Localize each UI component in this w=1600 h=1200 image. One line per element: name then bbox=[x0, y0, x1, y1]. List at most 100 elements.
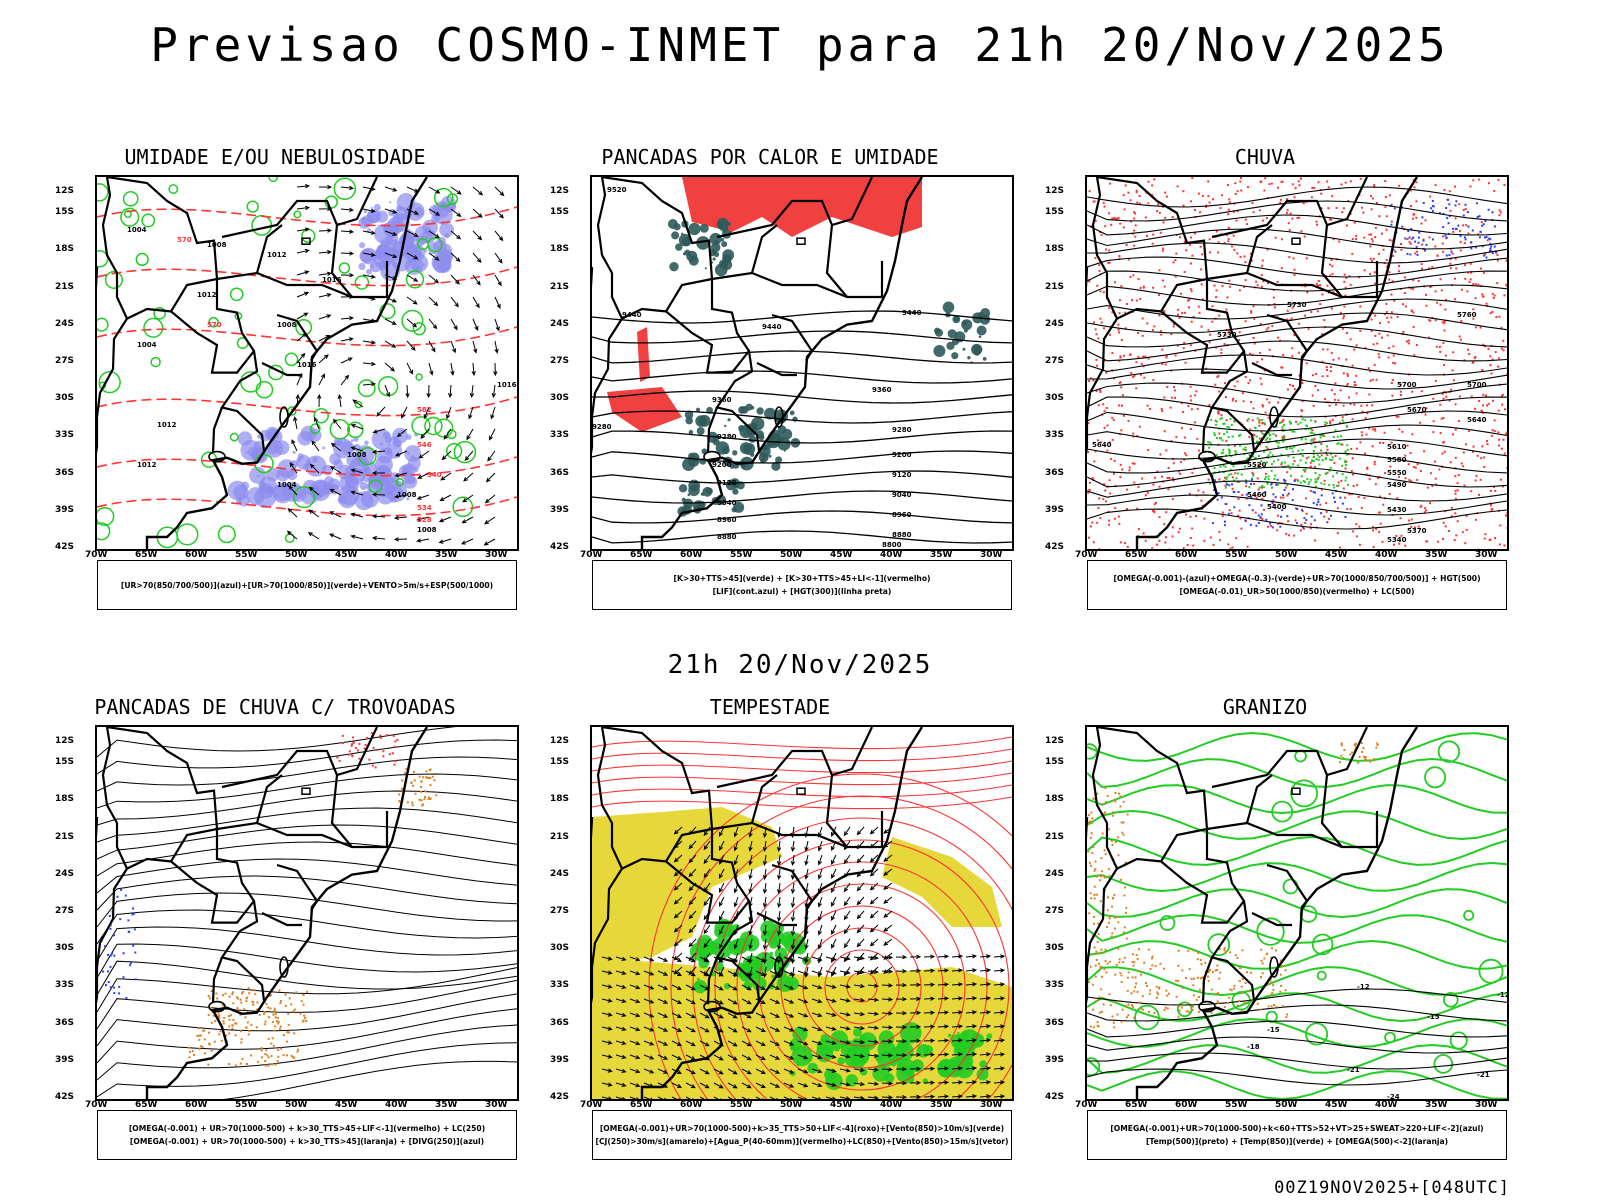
lon-tick-label: 35W bbox=[435, 550, 458, 560]
border-line bbox=[1087, 318, 1118, 454]
border-line bbox=[1251, 912, 1292, 927]
lon-tick-label: 50W bbox=[1275, 1100, 1298, 1110]
hgt500-label: 5700 bbox=[1467, 381, 1487, 389]
hgt500-label: 5340 bbox=[1387, 536, 1407, 544]
df-box bbox=[301, 237, 311, 245]
hgt-label: 8800 bbox=[882, 541, 902, 549]
thickness-label: 570 bbox=[177, 236, 192, 244]
isobar-label: 1012 bbox=[157, 421, 177, 429]
lat-tick-label: 36S bbox=[550, 1017, 570, 1028]
lon-tick-label: 65W bbox=[630, 1100, 653, 1110]
hgt-label: 9200 bbox=[712, 461, 732, 469]
lon-tick-label: 70W bbox=[85, 1100, 108, 1110]
lat-tick-label: 36S bbox=[1045, 467, 1065, 478]
hgt-label: 8880 bbox=[717, 533, 737, 541]
lat-tick-label: 21S bbox=[550, 281, 570, 292]
lat-tick-label: 18S bbox=[1045, 244, 1065, 255]
lon-tick-label: 40W bbox=[385, 550, 408, 560]
map-umidade: 1004 1008 1012 1016 1008 1012 1004 1016 1012 1008… bbox=[95, 175, 519, 551]
lake-patos bbox=[279, 956, 289, 978]
map-svg: 5730 5760 5730 5700 5700 5670 5640 5640 5610 5580… bbox=[1087, 177, 1507, 549]
border-line bbox=[1096, 177, 1256, 451]
rain-blue-dots bbox=[1211, 478, 1347, 529]
map-svg: 1004 1008 1012 1016 1008 1012 1004 1016 1012 1008… bbox=[97, 177, 517, 549]
lon-tick-label: 55W bbox=[235, 1100, 258, 1110]
hgt500-label: 5370 bbox=[1407, 527, 1427, 535]
border-line bbox=[330, 774, 353, 848]
lat-tick-label: 15S bbox=[550, 207, 570, 218]
lon-tick-label: 40W bbox=[385, 1100, 408, 1110]
lon-tick-label: 30W bbox=[980, 1100, 1003, 1110]
lon-tick-label: 35W bbox=[1425, 550, 1448, 560]
border-line bbox=[592, 868, 623, 1004]
lat-tick-label: 27S bbox=[550, 356, 570, 366]
lat-tick-label: 21S bbox=[1045, 831, 1065, 842]
lon-tick-label: 35W bbox=[930, 550, 953, 560]
hgt-label: 9440 bbox=[902, 309, 922, 317]
border-line bbox=[706, 407, 719, 454]
temp500-label: -12 bbox=[1357, 983, 1370, 991]
df-box bbox=[796, 787, 806, 795]
lat-tick-label: 15S bbox=[550, 757, 570, 768]
lon-tick-label: 55W bbox=[1225, 1100, 1248, 1110]
isobar-label: 1008 bbox=[347, 451, 367, 459]
lat-tick-label: 18S bbox=[1045, 794, 1065, 805]
lon-tick-label: 60W bbox=[1175, 550, 1198, 560]
hgt-label: 9280 bbox=[892, 426, 912, 434]
lat-tick-label: 33S bbox=[550, 430, 570, 441]
coastline-east bbox=[145, 727, 429, 1099]
lat-tick-label: 15S bbox=[1045, 207, 1065, 218]
coastline-east bbox=[1135, 727, 1419, 1099]
isobar-label: 1008 bbox=[397, 491, 417, 499]
coastline-east bbox=[145, 177, 429, 549]
border-line bbox=[1201, 407, 1214, 454]
lat-tick-label: 27S bbox=[55, 906, 75, 916]
border-line bbox=[706, 957, 719, 1004]
border-line bbox=[716, 177, 873, 239]
thickness-label: 534 bbox=[417, 504, 432, 512]
lat-tick-label: 30S bbox=[1045, 943, 1065, 954]
border-line bbox=[330, 224, 353, 298]
border-line bbox=[716, 727, 873, 789]
panel-pancadas-calor: PANCADAS POR CALOR E UMIDADE 9520 9440 944… bbox=[550, 145, 1014, 615]
lon-tick-label: 50W bbox=[1275, 550, 1298, 560]
lon-tick-label: 55W bbox=[730, 550, 753, 560]
lat-tick-label: 39S bbox=[550, 1054, 570, 1065]
border-line bbox=[221, 177, 378, 239]
isobar-label: 1012 bbox=[197, 291, 217, 299]
border-line bbox=[771, 313, 814, 362]
lon-tick-label: 50W bbox=[285, 550, 308, 560]
lat-tick-label: 42S bbox=[55, 542, 75, 552]
panel-trovoadas: PANCADAS DE CHUVA C/ TROVOADAS [OMEGA(-0… bbox=[55, 695, 519, 1165]
temp500-label: -15 bbox=[1267, 1026, 1280, 1034]
map-svg: 9520944094409440936093609280928092809200… bbox=[592, 177, 1012, 549]
border-line bbox=[825, 774, 848, 848]
border-line bbox=[1320, 224, 1343, 298]
panel-title: GRANIZO bbox=[1222, 695, 1308, 719]
storm-orange-dots-south bbox=[187, 1027, 299, 1067]
hgt-label: 9040 bbox=[717, 499, 737, 507]
hgt500-label: 5730 bbox=[1217, 331, 1237, 339]
border-line bbox=[1091, 177, 1208, 321]
border-line bbox=[101, 177, 218, 321]
lat-tick-label: 27S bbox=[550, 906, 570, 916]
legend-granizo: [OMEGA(-0.001)+UR>70(1000-500)+k<60+TTS>… bbox=[1087, 1110, 1507, 1160]
lat-tick-label: 27S bbox=[55, 356, 75, 366]
border-line bbox=[596, 177, 713, 321]
map-svg bbox=[592, 727, 1012, 1099]
hgt-label: 8880 bbox=[892, 531, 912, 539]
lat-tick-label: 24S bbox=[1045, 318, 1065, 329]
lon-tick-label: 35W bbox=[1425, 1100, 1448, 1110]
lat-tick-label: 24S bbox=[55, 318, 75, 329]
temp500-label: -21 bbox=[1347, 1066, 1360, 1074]
lon-tick-label: 55W bbox=[730, 1100, 753, 1110]
border-line bbox=[1206, 811, 1379, 849]
panel-title: PANCADAS POR CALOR E UMIDADE bbox=[601, 145, 939, 169]
lon-tick-label: 30W bbox=[1475, 1100, 1498, 1110]
hgt-label: 9280 bbox=[717, 433, 737, 441]
hgt-label: 9120 bbox=[892, 471, 912, 479]
coastline-east bbox=[640, 727, 924, 1099]
border-line bbox=[771, 863, 814, 912]
lon-tick-label: 50W bbox=[780, 550, 803, 560]
lon-tick-label: 45W bbox=[1325, 1100, 1348, 1110]
